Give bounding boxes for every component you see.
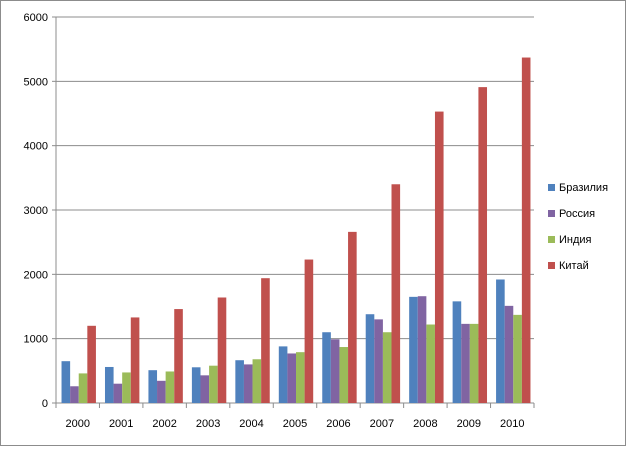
- y-tick-labels: 0 1000 2000 3000 4000 5000 6000: [24, 12, 48, 410]
- x-tick-label: 2010: [500, 418, 524, 430]
- x-tick-label: 2008: [413, 418, 437, 430]
- legend-swatch: [548, 184, 555, 191]
- bar-Россия-2004: [243, 364, 253, 403]
- bar-Бразилия-2004: [235, 360, 244, 403]
- bar-Индия-2010: [513, 314, 522, 403]
- legend-swatch: [548, 262, 555, 269]
- bar-Индия-2006: [339, 347, 349, 403]
- bar-Россия-2007: [374, 319, 383, 403]
- y-tick-label: 6000: [24, 12, 48, 24]
- legend-swatch: [548, 236, 555, 243]
- y-tick-label: 4000: [24, 141, 48, 153]
- bar-Китай-2006: [348, 231, 357, 403]
- bar-Индия-2000: [78, 373, 88, 403]
- bar-Китай-2004: [261, 278, 270, 403]
- bar-Бразилия-2001: [104, 366, 114, 403]
- bar-Индия-2004: [252, 359, 262, 403]
- x-tick-label: 2002: [152, 418, 176, 430]
- legend-swatch: [548, 210, 555, 217]
- bar-Бразилия-2008: [409, 296, 418, 403]
- bar-Китай-2007: [391, 184, 401, 403]
- bar-Россия-2010: [504, 305, 514, 403]
- legend-label: Россия: [559, 208, 595, 220]
- bar-Бразилия-2007: [365, 314, 375, 403]
- bar-Россия-2001: [113, 383, 123, 403]
- bar-Индия-2007: [382, 332, 392, 403]
- y-tick-label: 5000: [24, 76, 48, 88]
- bar-Индия-2002: [165, 371, 175, 403]
- bar-Китай-2002: [174, 309, 183, 403]
- bar-Индия-2008: [426, 324, 435, 403]
- x-tick-label: 2004: [239, 418, 263, 430]
- legend-label: Бразилия: [559, 182, 608, 194]
- y-tick-label: 2000: [24, 269, 48, 281]
- bar-Индия-2009: [469, 323, 479, 403]
- bar-Россия-2002: [157, 380, 166, 403]
- x-tick-label: 2005: [283, 418, 307, 430]
- bar-Индия-2005: [296, 352, 305, 403]
- bar-Бразилия-2000: [61, 361, 71, 403]
- bar-Бразилия-2005: [278, 346, 288, 403]
- legend: Бразилия Россия Индия Китай: [548, 182, 608, 272]
- bar-Бразилия-2009: [452, 301, 462, 403]
- gridlines: [56, 16, 534, 340]
- legend-label: Китай: [559, 260, 589, 272]
- bar-Бразилия-2006: [322, 332, 331, 403]
- bars: [61, 57, 531, 403]
- bar-Китай-2009: [478, 87, 488, 403]
- bar-Россия-2006: [330, 339, 340, 403]
- bar-Бразилия-2002: [148, 370, 158, 403]
- bar-Индия-2001: [122, 372, 131, 403]
- bar-Россия-2008: [417, 296, 427, 403]
- bar-Индия-2003: [209, 365, 218, 403]
- bar-Россия-2003: [200, 375, 210, 403]
- x-tick-label: 2003: [196, 418, 220, 430]
- legend-label: Индия: [559, 234, 592, 246]
- y-tick-label: 0: [42, 398, 48, 410]
- y-tick-label: 3000: [24, 205, 48, 217]
- bar-Россия-2009: [461, 323, 470, 403]
- x-tick-label: 2001: [109, 418, 133, 430]
- bar-Китай-2010: [521, 57, 531, 403]
- x-tick-label: 2000: [65, 418, 89, 430]
- x-tick-labels: 2000 2001 2002 2003 2004 2005 2006 2007 2008 2009…: [65, 418, 524, 430]
- x-tick-label: 2007: [370, 418, 394, 430]
- bar-Китай-2000: [87, 325, 96, 403]
- bar-Китай-2003: [217, 297, 227, 403]
- x-tick-label: 2006: [326, 418, 350, 430]
- bar-Китай-2005: [304, 259, 314, 403]
- bar-Китай-2008: [434, 111, 444, 403]
- bar-Россия-2005: [287, 353, 296, 403]
- bar-Бразилия-2010: [496, 279, 505, 403]
- bar-Китай-2001: [130, 317, 140, 403]
- x-tick-label: 2009: [457, 418, 481, 430]
- y-tick-label: 1000: [24, 334, 48, 346]
- bar-Бразилия-2003: [191, 367, 201, 403]
- bar-Россия-2000: [70, 386, 79, 403]
